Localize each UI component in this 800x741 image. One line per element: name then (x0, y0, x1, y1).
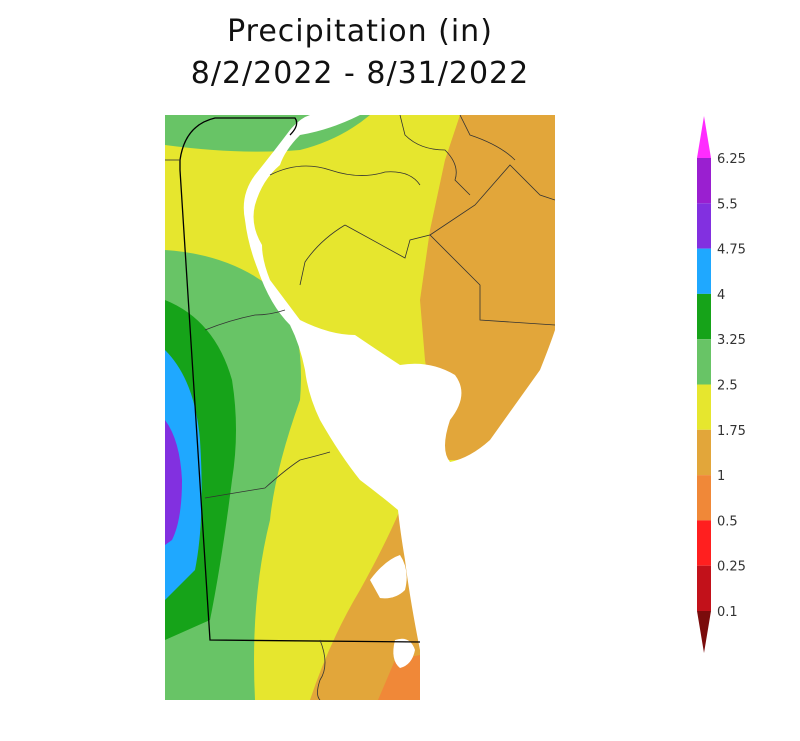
legend-swatch (697, 429, 711, 476)
legend-swatch (697, 565, 711, 611)
legend-swatch (697, 248, 711, 294)
legend-swatch (697, 203, 711, 249)
county-line (204, 309, 286, 331)
legend-tick-label: 4.75 (717, 243, 746, 258)
legend-tick-label: 1 (717, 469, 725, 484)
precip-band-4.75-5.5 (165, 420, 182, 545)
state-boundary (179, 117, 421, 643)
county-line (269, 165, 421, 186)
legend-tick-label: 1.75 (717, 424, 746, 439)
county-line (204, 451, 331, 499)
county-line (317, 639, 326, 700)
bay-island (393, 638, 415, 668)
county-line (459, 115, 516, 161)
legend-tick-label: 0.5 (717, 514, 738, 529)
county-line (399, 115, 471, 196)
legend-tick-label: 3.25 (717, 333, 746, 348)
legend-swatch (697, 293, 711, 340)
county-line (299, 224, 346, 286)
map-title: Precipitation (in) (227, 14, 493, 49)
legend-swatch (697, 611, 711, 653)
legend-swatch (697, 384, 711, 430)
bay-island (370, 555, 407, 599)
legend-swatch (697, 339, 711, 385)
legend-tick-label: 2.5 (717, 379, 738, 394)
map-subtitle: 8/2/2022 - 8/31/2022 (190, 56, 530, 91)
legend-tick-label: 0.1 (717, 605, 738, 620)
legend-tick-label: 6.25 (717, 152, 746, 167)
legend-tick-label: 5.5 (717, 197, 738, 212)
legend-tick-label: 0.25 (717, 560, 746, 575)
county-line (429, 164, 555, 236)
legend-swatch (697, 520, 711, 566)
precip-band-0.5-1 (378, 655, 420, 700)
legend-tick-label: 4 (717, 288, 725, 303)
precip-band-1-1.75-southeast (310, 510, 420, 700)
precip-band-4-4.75 (165, 350, 202, 600)
legend-swatch (697, 116, 711, 158)
legend-swatch (697, 475, 711, 521)
precip-band-1-1.75-east (420, 115, 555, 460)
legend-labels: 6.25 5.5 4.75 4 3.25 2.5 1.75 1 0.5 0.25 0.1 (717, 152, 746, 620)
legend-colorbar (697, 116, 711, 653)
legend-swatch (697, 158, 711, 204)
delaware-bay-water (243, 115, 555, 700)
